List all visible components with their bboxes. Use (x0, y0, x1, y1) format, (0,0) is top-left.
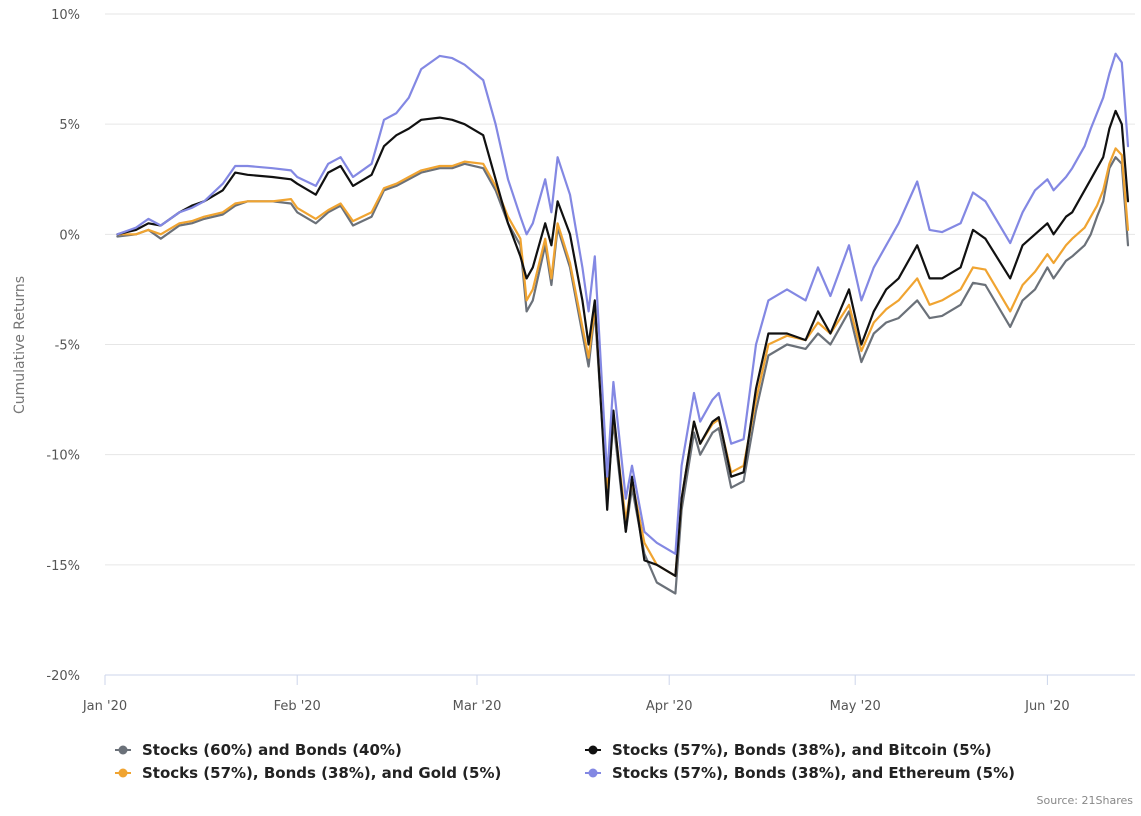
y-axis-tick-labels: 10% 5% 0% -5% -10% -15% -20% (46, 8, 80, 684)
grid-lines (105, 13, 1135, 676)
legend-label: Stocks (57%), Bonds (38%), and Ethereum … (612, 764, 1015, 782)
legend-label: Stocks (57%), Bonds (38%), and Gold (5%) (142, 764, 501, 782)
legend-label: Stocks (60%) and Bonds (40%) (142, 741, 402, 759)
series-line-stocks-60-and-bonds-40 (116, 156, 1130, 595)
legend-item[interactable]: Stocks (57%), Bonds (38%), and Gold (5%) (115, 764, 501, 782)
x-tick-label: Jun '20 (1024, 699, 1070, 714)
y-tick-label: -15% (46, 559, 80, 574)
legend: Stocks (60%) and Bonds (40%) Stocks (57%)… (115, 741, 1015, 782)
y-tick-label: -5% (55, 339, 80, 354)
y-tick-label: 0% (59, 228, 80, 243)
series-line-stocks-57-bonds-38-and-bitcoin-5 (116, 109, 1130, 578)
legend-marker-icon (118, 768, 128, 778)
legend-item[interactable]: Stocks (60%) and Bonds (40%) (115, 741, 402, 759)
y-tick-label: 10% (51, 8, 80, 23)
x-tick-label: Feb '20 (274, 699, 321, 714)
y-tick-label: 5% (59, 118, 80, 133)
source-credit: Source: 21Shares (1037, 794, 1134, 807)
legend-item[interactable]: Stocks (57%), Bonds (38%), and Ethereum … (585, 764, 1015, 782)
y-tick-label: -10% (46, 449, 80, 464)
legend-item[interactable]: Stocks (57%), Bonds (38%), and Bitcoin (… (585, 741, 992, 759)
x-tick-label: Apr '20 (646, 699, 693, 714)
legend-marker-icon (588, 745, 598, 755)
x-tick-label: May '20 (830, 699, 881, 714)
series-line-stocks-57-bonds-38-and-ethereum-5 (116, 52, 1130, 555)
x-tick-label: Jan '20 (82, 699, 127, 714)
y-axis-title: Cumulative Returns (12, 276, 28, 414)
legend-label: Stocks (57%), Bonds (38%), and Bitcoin (… (612, 741, 992, 759)
x-axis: Jan '20 Feb '20 Mar '20 Apr '20 May '20 Jun '… (82, 674, 1135, 714)
series-lines (116, 52, 1130, 595)
y-tick-label: -20% (46, 669, 80, 684)
legend-marker-icon (588, 768, 598, 778)
x-tick-label: Mar '20 (453, 699, 502, 714)
legend-marker-icon (118, 745, 128, 755)
